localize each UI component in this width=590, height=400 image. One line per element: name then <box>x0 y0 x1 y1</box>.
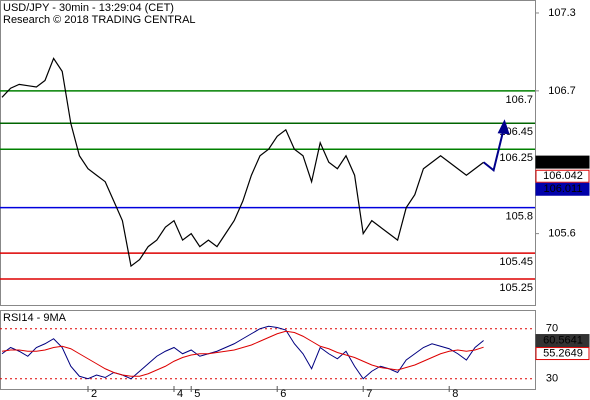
value-tag-label: 106.042 <box>543 170 583 182</box>
rsi-line <box>1 330 484 377</box>
price-panel <box>0 0 536 306</box>
value-tag-label: 106.151 <box>543 156 583 168</box>
level-label: 106.7 <box>505 94 533 106</box>
value-tag-label: 106.011 <box>544 183 583 195</box>
level-label: 105.25 <box>499 282 533 294</box>
level-label: 105.8 <box>505 211 533 223</box>
value-tag-label: 60.5641 <box>543 334 583 346</box>
level-label: 106.25 <box>499 152 533 164</box>
price-line <box>1 57 484 268</box>
value-tag <box>535 347 590 361</box>
rsi-panel <box>0 310 536 390</box>
value-tag <box>535 169 590 183</box>
x-tick-label: 6 <box>280 388 286 400</box>
projection-arrow <box>482 129 505 172</box>
y-tick-label: 105.6 <box>548 228 576 240</box>
y-tick-label: 106.7 <box>548 85 576 97</box>
arrow-head <box>497 119 510 135</box>
value-tag <box>535 182 590 196</box>
rsi-tick-label: 70 <box>546 323 558 335</box>
value-tag <box>535 155 590 169</box>
value-tag <box>535 334 590 348</box>
x-tick-label: 8 <box>452 388 458 400</box>
value-tag-label: 55.2649 <box>543 347 583 359</box>
rsi-line <box>1 325 484 380</box>
x-tick-label: 4 <box>177 388 183 400</box>
y-tick-label: 107.3 <box>548 7 576 19</box>
rsi-label: RSI14 - 9MA <box>3 312 67 324</box>
x-tick-label: 2 <box>91 388 97 400</box>
x-tick-label: 7 <box>366 388 372 400</box>
chart-subtitle: Research © 2018 TRADING CENTRAL <box>3 14 196 26</box>
x-tick-label: 5 <box>194 388 200 400</box>
chart-title: USD/JPY - 30min - 13:29:04 (CET) <box>3 2 174 14</box>
rsi-tick-label: 30 <box>546 373 558 385</box>
level-label: 105.45 <box>499 256 533 268</box>
